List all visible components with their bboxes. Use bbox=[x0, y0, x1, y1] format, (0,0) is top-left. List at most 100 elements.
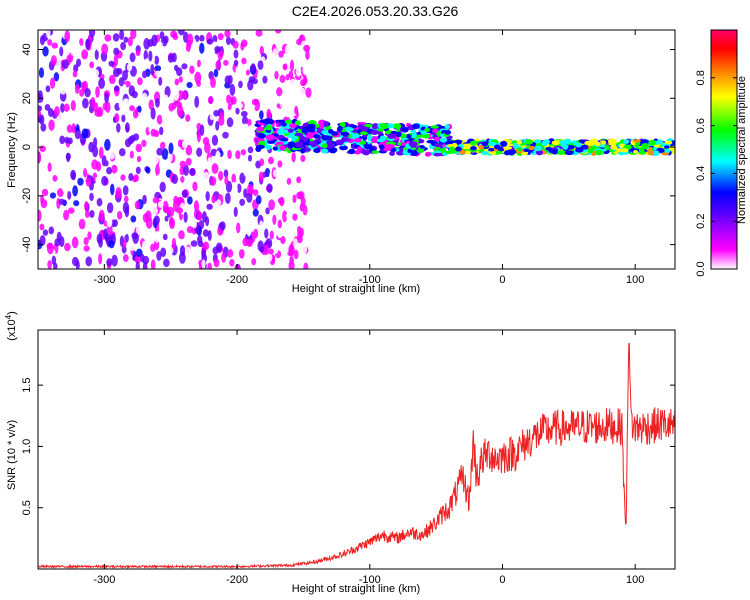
spectrogram-cell bbox=[242, 237, 249, 247]
spectrogram-cell bbox=[512, 142, 520, 149]
spectrogram-x-ticks: -300 -200 -100 0 100 bbox=[93, 30, 644, 286]
spectrogram-cell bbox=[108, 240, 115, 249]
spectrogram-cell bbox=[296, 176, 302, 184]
spectrogram-cell bbox=[291, 136, 298, 140]
spectrogram-cell bbox=[89, 61, 95, 69]
spectrogram-cell bbox=[84, 87, 91, 98]
spectrogram-cell bbox=[106, 202, 114, 214]
colorbar-tick-label: 0.8 bbox=[695, 70, 707, 85]
spectrogram-cell bbox=[128, 173, 134, 182]
spectrogram-cell bbox=[265, 207, 270, 215]
spectrogram-cell bbox=[170, 30, 178, 39]
spectrogram-cell bbox=[298, 54, 304, 61]
spectrogram-cell bbox=[112, 33, 120, 42]
spectrogram-cell bbox=[362, 149, 371, 156]
spectrogram-cell bbox=[38, 67, 45, 78]
spectrogram-cell bbox=[251, 78, 258, 85]
spectrogram-cell bbox=[250, 63, 256, 72]
spectrogram-cell bbox=[542, 139, 551, 145]
spectrogram-cell bbox=[280, 137, 288, 142]
spectrogram-cell bbox=[280, 236, 286, 245]
spectrogram-cell bbox=[444, 130, 452, 135]
spectrogram-cell bbox=[304, 126, 310, 132]
spectrogram-cell bbox=[122, 201, 130, 214]
spectrogram-cell bbox=[152, 154, 159, 165]
spectrogram-cell bbox=[257, 70, 263, 81]
spectrogram-cell bbox=[275, 141, 284, 145]
spectrogram-cell bbox=[235, 150, 241, 160]
spectrogram-cell bbox=[73, 64, 79, 73]
spectrogram-cell bbox=[177, 30, 185, 36]
spectrogram-cell bbox=[47, 39, 53, 46]
spectrogram-cell bbox=[70, 48, 78, 56]
spectrogram-cell bbox=[79, 38, 84, 46]
spectrogram-cell bbox=[563, 144, 569, 150]
spectrogram-cell bbox=[127, 36, 133, 47]
spectrogram-cell bbox=[104, 34, 112, 42]
spectrogram-cell bbox=[215, 120, 220, 131]
spectrogram-cell bbox=[71, 236, 79, 249]
snr-series-line bbox=[38, 342, 675, 569]
spectrogram-cell bbox=[469, 140, 479, 146]
spectrogram-cell bbox=[199, 42, 205, 54]
spectrogram-cell bbox=[185, 246, 192, 257]
spectrogram-cell bbox=[177, 139, 183, 148]
spectrogram-cell bbox=[159, 141, 166, 150]
spectrogram-cell bbox=[277, 219, 283, 229]
spectrogram-cell bbox=[255, 144, 265, 150]
spectrogram-cell bbox=[252, 208, 259, 217]
spectrogram-cell bbox=[179, 160, 187, 168]
spectrogram-cell bbox=[152, 207, 158, 215]
spectrogram-cell bbox=[63, 103, 70, 112]
spectrogram-cell bbox=[116, 210, 123, 220]
spectrogram-cell bbox=[289, 256, 294, 265]
spectrogram-cell bbox=[64, 30, 71, 43]
spectrogram-cell bbox=[58, 198, 65, 205]
spectrogram-cell bbox=[233, 49, 239, 59]
spectrogram-cell bbox=[206, 254, 211, 264]
spectrogram-cell bbox=[434, 136, 440, 142]
spectrogram-cell bbox=[54, 238, 61, 247]
spectrogram-cell bbox=[226, 94, 232, 104]
spectrogram-cell bbox=[78, 218, 86, 230]
spectrogram-cell bbox=[351, 133, 360, 139]
spectrogram-cell bbox=[268, 75, 273, 88]
spectrogram-cell bbox=[46, 30, 51, 39]
spectrogram-cell bbox=[72, 185, 78, 197]
spectrogram-cell bbox=[551, 140, 560, 146]
x-tick-label: -300 bbox=[93, 274, 115, 286]
spectrogram-cell bbox=[38, 261, 42, 269]
spectrogram-cell bbox=[70, 169, 76, 180]
colorbar-tick-label: 0.4 bbox=[695, 166, 707, 181]
spectrogram-cell bbox=[118, 100, 124, 110]
spectrogram-cell bbox=[143, 58, 150, 69]
spectrogram-cell bbox=[56, 119, 63, 129]
spectrogram-cell bbox=[59, 46, 64, 57]
spectrogram-cell bbox=[94, 108, 102, 117]
spectrogram-cell bbox=[196, 59, 201, 68]
spectrogram-cell bbox=[39, 235, 46, 246]
spectrogram-cell bbox=[158, 76, 163, 86]
spectrogram-cell bbox=[104, 92, 109, 104]
spectrogram-cell bbox=[205, 191, 210, 202]
spectrogram-cell bbox=[185, 114, 191, 122]
spectrogram-cell bbox=[135, 50, 141, 57]
spectrogram-cells bbox=[38, 30, 675, 269]
spectrogram-cell bbox=[64, 242, 71, 252]
colorbar-label: Normalized spectral amplitude bbox=[736, 76, 748, 224]
spectrogram-cell bbox=[251, 98, 259, 106]
spectrogram-cell bbox=[488, 147, 495, 152]
spectrogram-cell bbox=[223, 169, 229, 178]
spectrogram-cell bbox=[122, 239, 127, 248]
spectrogram-cell bbox=[181, 91, 188, 100]
spectrogram-cell bbox=[264, 228, 269, 239]
spectrogram-cell bbox=[339, 145, 348, 151]
spectrogram-cell bbox=[500, 140, 508, 147]
spectrogram-cell bbox=[224, 75, 231, 85]
spectrogram-cell bbox=[281, 122, 287, 127]
spectrogram-cell bbox=[242, 116, 249, 126]
spectrogram-cell bbox=[55, 208, 60, 216]
spectrogram-cell bbox=[148, 99, 155, 111]
spectrogram-cell bbox=[142, 194, 147, 205]
spectrogram-cell bbox=[220, 111, 225, 120]
